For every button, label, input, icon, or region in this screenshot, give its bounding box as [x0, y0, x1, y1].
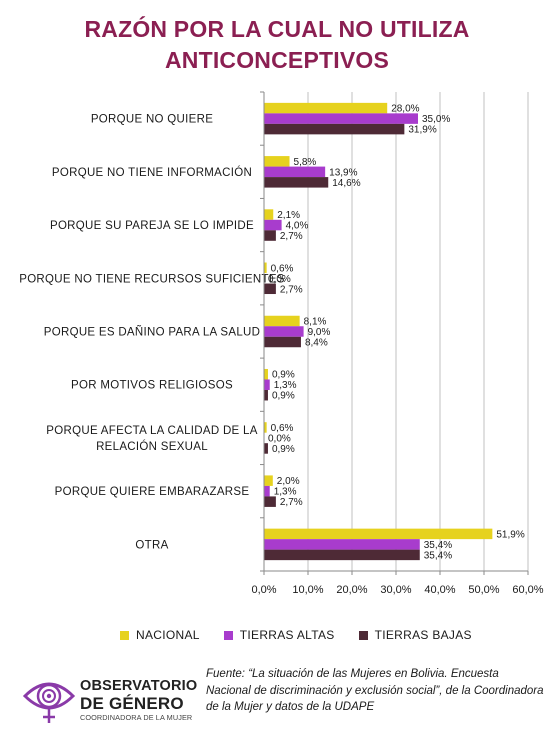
x-tick-label: 60,0%	[512, 584, 543, 596]
bar	[264, 549, 420, 561]
bar	[264, 336, 301, 348]
data-label: 0,6%	[271, 263, 294, 274]
data-label: 2,7%	[280, 284, 303, 295]
data-label: 51,9%	[496, 529, 524, 540]
bar	[264, 539, 420, 550]
bar	[264, 422, 267, 433]
legend-label-nacional: NACIONAL	[136, 628, 200, 642]
bar	[264, 230, 276, 241]
data-label: 4,0%	[286, 221, 309, 232]
data-label: 0,0%	[268, 274, 291, 285]
bar	[264, 528, 493, 540]
source-note: Fuente: “La situación de las Mujeres en …	[206, 668, 544, 713]
x-tick-label: 30,0%	[380, 584, 411, 596]
bar	[264, 283, 276, 295]
category-label: PORQUE SU PAREJA SE LO IMPIDE	[50, 220, 254, 232]
data-label: 0,0%	[268, 433, 291, 444]
logo-line2: DE GÉNERO	[80, 694, 184, 713]
data-label: 2,7%	[280, 497, 303, 508]
data-label: 1,3%	[274, 487, 297, 498]
data-label: 5,8%	[294, 157, 317, 168]
data-label: 2,7%	[280, 231, 303, 242]
bar	[264, 475, 273, 486]
logo-text: OBSERVATORIO DE GÉNERO COORDINADORA DE L…	[80, 678, 197, 722]
observatorio-logo: OBSERVATORIO DE GÉNERO COORDINADORA DE L…	[22, 674, 202, 726]
bar	[264, 166, 326, 178]
bar	[264, 389, 268, 401]
chart-title: RAZÓN POR LA CUAL NO UTILIZA ANTICONCEPT…	[0, 14, 554, 76]
bar	[264, 368, 268, 380]
data-label: 2,1%	[277, 210, 300, 221]
bar	[264, 102, 388, 114]
category-label: PORQUE NO TIENE RECURSOS SUFICIENTES	[19, 273, 285, 285]
bar	[264, 262, 267, 274]
data-label: 8,4%	[305, 338, 328, 349]
legend-swatch-nacional	[120, 630, 129, 640]
data-label: 9,0%	[308, 327, 331, 338]
logo-line3: COORDINADORA DE LA MUJER	[80, 713, 193, 722]
data-label: 0,9%	[272, 444, 295, 455]
category-label: PORQUE QUIERE EMBARAZARSE	[55, 486, 250, 498]
category-label: PORQUE AFECTA LA CALIDAD DE LA	[46, 425, 257, 437]
legend-item-nacional: NACIONAL	[120, 628, 200, 642]
chart-title-line2: ANTICONCEPTIVOS	[164, 47, 390, 73]
legend-label-tierras-bajas: TIERRAS BAJAS	[374, 628, 472, 642]
logo-line1: OBSERVATORIO	[80, 678, 198, 694]
data-label: 1,3%	[274, 380, 297, 391]
data-label: 0,9%	[272, 370, 295, 381]
bar	[264, 177, 329, 188]
eye-venus-icon	[22, 682, 76, 723]
bar	[264, 219, 282, 231]
bar	[264, 379, 270, 390]
x-tick-label: 20,0%	[336, 584, 367, 596]
legend-item-tierras-altas: TIERRAS ALTAS	[223, 628, 335, 642]
bar	[264, 496, 276, 507]
bar	[264, 156, 290, 167]
bar	[264, 209, 274, 220]
bar	[264, 315, 300, 327]
data-label: 13,9%	[329, 167, 357, 178]
bar	[264, 326, 304, 337]
category-label: PORQUE NO TIENE INFORMACIÓN	[52, 166, 252, 179]
data-label: 14,6%	[332, 178, 360, 189]
data-label: 0,9%	[272, 391, 295, 402]
bar	[264, 123, 405, 135]
category-label: RELACIÓN SEXUAL	[96, 440, 208, 453]
bar	[264, 113, 418, 124]
data-label: 28,0%	[391, 104, 419, 115]
x-tick-label: 0,0%	[251, 584, 276, 596]
data-label: 35,4%	[424, 540, 452, 551]
legend-label-tierras-altas: TIERRAS ALTAS	[239, 628, 335, 642]
category-label: POR MOTIVOS RELIGIOSOS	[71, 380, 233, 392]
legend-swatch-tierras-altas	[223, 630, 233, 640]
x-tick-label: 40,0%	[424, 584, 455, 596]
bar	[264, 485, 270, 497]
category-label: PORQUE NO QUIERE	[91, 114, 213, 126]
data-label: 2,0%	[277, 476, 300, 487]
bar	[264, 443, 268, 454]
data-label: 35,0%	[422, 114, 450, 125]
chart-legend: NACIONAL TIERRAS ALTAS TIERRAS BAJAS	[120, 628, 496, 642]
data-label: 31,9%	[408, 125, 436, 136]
x-tick-label: 50,0%	[468, 584, 499, 596]
data-label: 35,4%	[424, 550, 452, 561]
chart-title-line1: RAZÓN POR LA CUAL NO UTILIZA	[84, 16, 470, 42]
legend-item-tierras-bajas: TIERRAS BAJAS	[358, 628, 472, 642]
data-label: 0,6%	[271, 423, 294, 434]
x-tick-label: 10,0%	[292, 584, 323, 596]
category-label: OTRA	[135, 539, 168, 551]
category-label: PORQUE ES DAÑINO PARA LA SALUD	[44, 326, 261, 339]
data-label: 8,1%	[304, 317, 327, 328]
bar-chart: 28,0%35,0%31,9% PORQUE NO QUIERE 5,8% 13,9%…	[19, 91, 544, 596]
legend-swatch-tierras-bajas	[358, 630, 368, 640]
